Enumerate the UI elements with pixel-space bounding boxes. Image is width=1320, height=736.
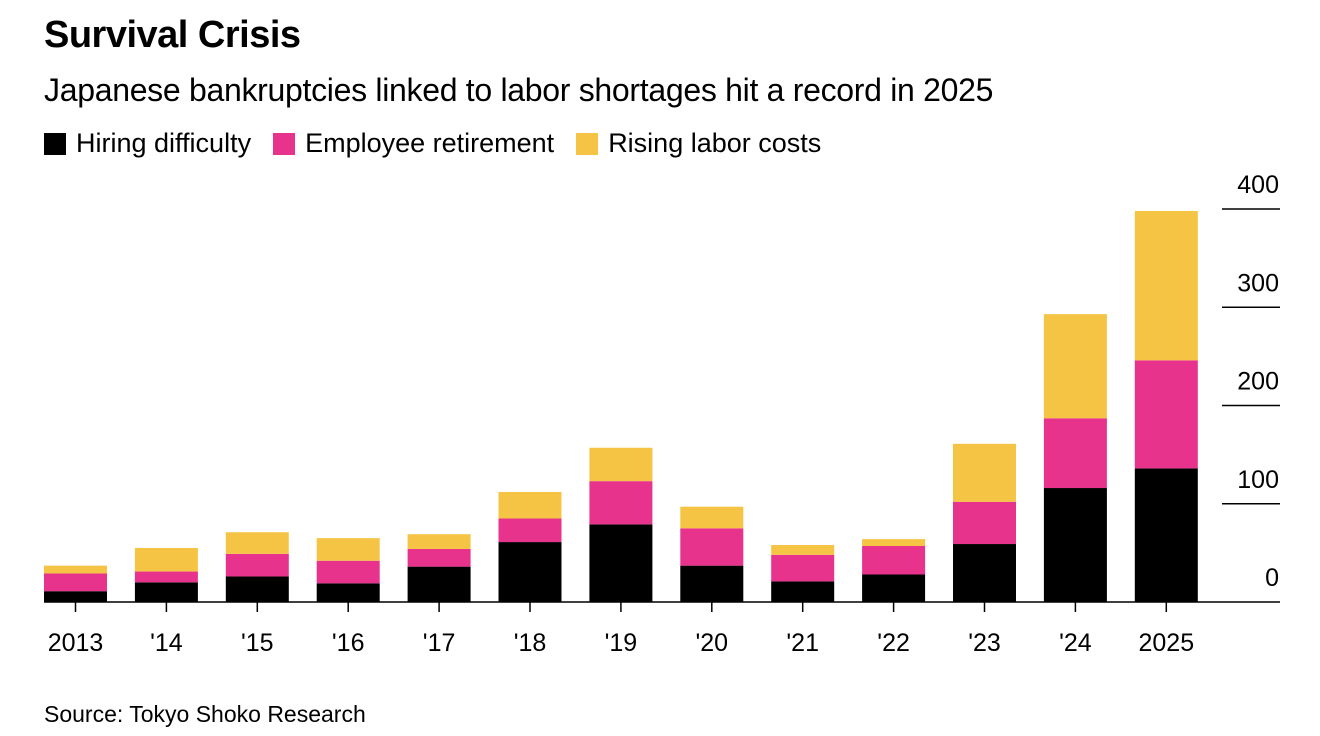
bar-17-rising-labor-costs — [407, 534, 471, 549]
x-tick-label-20: '20 — [696, 629, 729, 657]
source-note: Source: Tokyo Shoko Research — [44, 701, 366, 727]
bar-15-employee-retirement — [225, 553, 289, 577]
bar-22-employee-retirement — [862, 545, 926, 575]
legend-swatch-retirement — [273, 132, 296, 155]
y-tick-label-300: 300 — [1237, 269, 1279, 297]
bar-24-rising-labor-costs — [1043, 314, 1107, 419]
bar-22-hiring-difficulty — [862, 574, 926, 602]
bar-19-rising-labor-costs — [589, 447, 653, 482]
bar-16-employee-retirement — [316, 560, 380, 584]
legend-item-hiring: Hiring difficulty — [44, 128, 251, 159]
bar-2025-rising-labor-costs — [1134, 210, 1198, 361]
y-tick-label-0: 0 — [1265, 564, 1279, 592]
bar-2025-hiring-difficulty — [1134, 468, 1198, 602]
x-tick-label-16: '16 — [332, 629, 365, 657]
bar-20-employee-retirement — [680, 528, 744, 566]
bar-15-rising-labor-costs — [225, 532, 289, 554]
bar-2025-employee-retirement — [1134, 360, 1198, 469]
bar-20-hiring-difficulty — [680, 565, 744, 602]
legend-label-hiring: Hiring difficulty — [76, 128, 252, 158]
x-tick-label-14: '14 — [150, 629, 183, 657]
bar-24-employee-retirement — [1043, 418, 1107, 489]
bar-21-rising-labor-costs — [771, 545, 835, 555]
x-tick-label-2013: 2013 — [48, 629, 104, 657]
legend-swatch-labor-costs — [576, 132, 599, 155]
legend-label-labor-costs: Rising labor costs — [608, 128, 822, 158]
x-tick-label-2025: 2025 — [1138, 629, 1194, 657]
x-tick-label-15: '15 — [241, 629, 274, 657]
bar-24-hiring-difficulty — [1043, 488, 1107, 602]
legend-label-retirement: Employee retirement — [305, 128, 555, 158]
legend-item-retirement: Employee retirement — [273, 128, 554, 159]
x-tick-label-22: '22 — [877, 629, 910, 657]
chart-title: Survival Crisis — [44, 14, 301, 56]
x-tick-label-17: '17 — [423, 629, 456, 657]
bar-15-hiring-difficulty — [225, 576, 289, 602]
bar-21-employee-retirement — [771, 554, 835, 582]
bar-17-hiring-difficulty — [407, 566, 471, 602]
bar-16-hiring-difficulty — [316, 583, 380, 602]
bar-18-employee-retirement — [498, 518, 562, 543]
x-tick-label-21: '21 — [786, 629, 819, 657]
chart-subtitle: Japanese bankruptcies linked to labor sh… — [44, 72, 994, 108]
bar-22-rising-labor-costs — [862, 539, 926, 546]
bar-19-hiring-difficulty — [589, 524, 653, 602]
bar-14-hiring-difficulty — [134, 582, 198, 602]
y-tick-label-100: 100 — [1237, 466, 1279, 494]
bar-23-hiring-difficulty — [953, 544, 1016, 602]
x-tick-label-19: '19 — [605, 629, 638, 657]
x-tick-label-18: '18 — [514, 629, 547, 657]
y-tick-label-400: 400 — [1237, 171, 1279, 199]
legend: Hiring difficulty Employee retirement Ri… — [44, 128, 843, 159]
legend-swatch-hiring — [44, 132, 66, 155]
bar-17-employee-retirement — [407, 548, 471, 567]
bar-2013-employee-retirement — [44, 573, 107, 592]
bar-2013-rising-labor-costs — [44, 565, 107, 574]
bar-16-rising-labor-costs — [316, 538, 380, 561]
legend-item-labor-costs: Rising labor costs — [576, 128, 821, 159]
bar-14-rising-labor-costs — [134, 547, 198, 572]
bar-18-rising-labor-costs — [498, 491, 562, 519]
bar-20-rising-labor-costs — [680, 506, 744, 529]
x-tick-label-24: '24 — [1059, 629, 1092, 657]
bar-21-hiring-difficulty — [771, 581, 835, 602]
x-tick-label-23: '23 — [968, 629, 1001, 657]
y-tick-label-200: 200 — [1237, 368, 1279, 396]
bar-23-employee-retirement — [953, 501, 1016, 545]
bar-19-employee-retirement — [589, 481, 653, 525]
bar-2013-hiring-difficulty — [44, 591, 107, 602]
bar-14-employee-retirement — [134, 571, 198, 583]
bar-23-rising-labor-costs — [953, 443, 1016, 502]
bar-18-hiring-difficulty — [498, 542, 562, 602]
